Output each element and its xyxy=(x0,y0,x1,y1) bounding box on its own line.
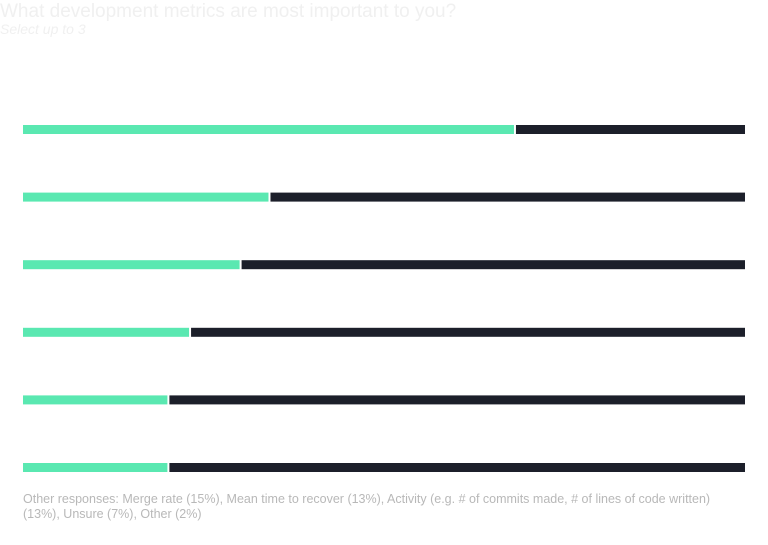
other-responses-note: Other responses: Merge rate (15%), Mean … xyxy=(23,492,711,521)
bar-remainder-6 xyxy=(169,463,745,472)
bar-remainder-4 xyxy=(191,327,745,337)
bar-chart xyxy=(23,125,745,472)
chart-subtitle: Select up to 3 xyxy=(0,21,86,37)
chart-title: What development metrics are most import… xyxy=(0,1,457,22)
bar-remainder-3 xyxy=(241,260,745,270)
bar-value-3 xyxy=(23,260,240,270)
bar-row-5 xyxy=(23,395,745,405)
bar-value-4 xyxy=(23,327,190,337)
bar-row-4 xyxy=(23,327,745,337)
bar-value-5 xyxy=(23,395,168,405)
bar-row-1 xyxy=(23,125,745,134)
bar-remainder-2 xyxy=(270,192,745,202)
bar-value-1 xyxy=(23,125,514,134)
bar-row-3 xyxy=(23,260,745,270)
bar-remainder-1 xyxy=(515,125,745,134)
bar-row-2 xyxy=(23,192,745,202)
bar-remainder-5 xyxy=(169,395,745,405)
bar-value-6 xyxy=(23,463,168,472)
bar-value-2 xyxy=(23,192,269,202)
bar-row-6 xyxy=(23,463,745,472)
